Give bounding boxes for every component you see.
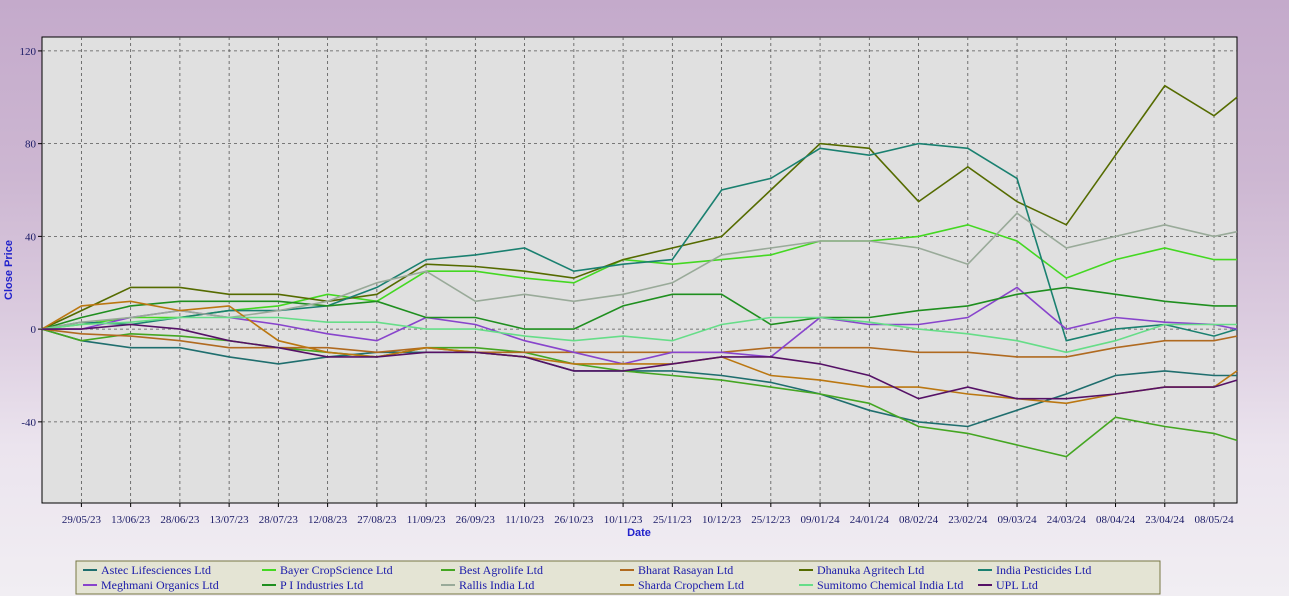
plot-area [41,36,1238,504]
legend-label: Sumitomo Chemical India Ltd [817,578,963,592]
x-tick-label: 12/08/23 [308,514,348,526]
legend-label: India Pesticides Ltd [996,563,1091,577]
x-tick-label: 25/12/23 [751,514,791,526]
x-tick-label: 26/10/23 [554,514,594,526]
series-line [41,286,1237,330]
x-tick-label: 08/04/24 [1096,514,1136,526]
legend-label: Bayer CropScience Ltd [280,563,393,577]
legend-label: Bharat Rasayan Ltd [638,563,733,577]
series-line [41,316,1237,354]
x-tick-label: 25/11/23 [653,514,692,526]
series-line [41,328,1237,428]
legend-label: Meghmani Organics Ltd [101,578,219,592]
y-tick-label: 40 [25,231,37,243]
x-axis-label: Date [627,527,651,539]
x-tick-label: 13/06/23 [111,514,151,526]
x-tick-label: 09/01/24 [801,514,841,526]
x-tick-label: 10/11/23 [604,514,643,526]
y-axis-label: Close Price [3,240,15,300]
x-tick-label: 29/05/23 [62,514,102,526]
x-tick-label: 24/03/24 [1047,514,1087,526]
legend-label: Rallis India Ltd [459,578,534,592]
series-line [42,323,1238,400]
series-line [41,84,1238,330]
series-line [41,300,1238,405]
legend-label: Dhanuka Agritech Ltd [817,563,924,577]
legend-label: Sharda Cropchem Ltd [638,578,744,592]
legend-label: UPL Ltd [996,578,1038,592]
y-tick-label: -40 [21,417,36,429]
y-tick-label: 120 [20,46,37,58]
y-tick-label: 80 [25,139,37,151]
x-tick-label: 28/06/23 [160,514,200,526]
legend-label: P I Industries Ltd [280,578,363,592]
x-tick-label: 28/07/23 [259,514,299,526]
x-tick-label: 23/04/24 [1145,514,1185,526]
x-tick-label: 13/07/23 [210,514,250,526]
x-tick-label: 24/01/24 [850,514,890,526]
legend [75,560,1161,595]
series-line [41,328,1238,358]
legend-label: Astec Lifesciences Ltd [101,563,211,577]
x-tick-label: 09/03/24 [997,514,1037,526]
series-line [42,286,1238,365]
series-line [41,142,1238,342]
x-tick-label: 08/02/24 [899,514,939,526]
x-tick-label: 27/08/23 [357,514,397,526]
x-tick-label: 11/10/23 [505,514,544,526]
x-tick-label: 10/12/23 [702,514,742,526]
x-tick-label: 23/02/24 [948,514,988,526]
x-tick-label: 11/09/23 [407,514,446,526]
x-tick-label: 26/09/23 [456,514,496,526]
legend-label: Best Agrolife Ltd [459,563,543,577]
x-tick-label: 08/05/24 [1194,514,1234,526]
y-tick-label: 0 [31,324,37,336]
series-line [41,212,1238,330]
